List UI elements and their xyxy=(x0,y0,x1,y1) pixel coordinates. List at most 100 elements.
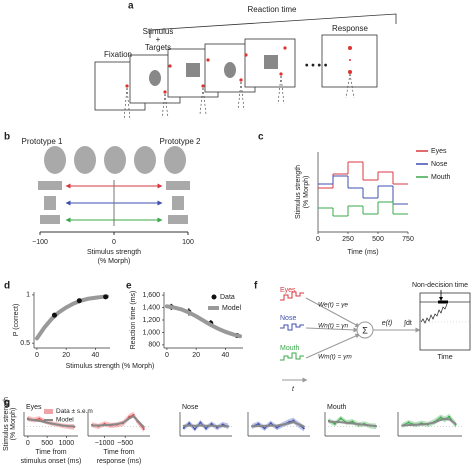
x-tick-label: −1000 xyxy=(95,440,115,447)
y-tick-label: 0.5 xyxy=(20,340,30,347)
data-point xyxy=(188,422,191,425)
legend-swatch xyxy=(211,294,217,300)
x-tick-label: 0 xyxy=(165,352,169,359)
data-point xyxy=(302,427,305,430)
screen-label: + xyxy=(156,35,161,44)
tick-label: −100 xyxy=(32,239,48,246)
line xyxy=(182,424,230,428)
x-tick-label: 750 xyxy=(402,236,414,243)
data-point xyxy=(333,422,336,425)
y-tick-label: 1,000 xyxy=(142,329,160,336)
input-name: Mouth xyxy=(280,345,300,352)
x-tick-label: 0 xyxy=(35,352,39,359)
prototype-label: Prototype 2 xyxy=(160,137,201,146)
axis-label: (% Morph) xyxy=(10,408,17,441)
tick-label: 0 xyxy=(112,239,116,246)
legend-label: Nose xyxy=(431,161,447,168)
data-point xyxy=(275,426,278,429)
data-point xyxy=(210,422,213,425)
weight: Wn(t) = γn xyxy=(318,323,349,330)
line xyxy=(327,420,378,428)
data-point xyxy=(205,427,207,430)
screens xyxy=(94,34,378,111)
x-tick-label: 0 xyxy=(316,236,320,243)
data-point xyxy=(339,417,342,420)
subplot-title: Eyes xyxy=(26,404,42,411)
legend-label: Data ± s.e.m xyxy=(56,408,93,415)
line xyxy=(401,417,457,427)
line xyxy=(164,304,243,339)
screen-label: Fixation xyxy=(104,50,132,59)
gaze-lines xyxy=(123,73,355,121)
panel-label: b xyxy=(4,132,10,143)
targets xyxy=(125,46,352,94)
data-point xyxy=(269,422,272,425)
line xyxy=(251,420,305,428)
x-tick-label: 40 xyxy=(91,352,99,359)
data-point xyxy=(182,427,185,429)
feature-signals xyxy=(280,291,304,361)
panel-label: f xyxy=(254,281,258,292)
stimulus-faces xyxy=(149,55,278,86)
y-axis-label: Stimulus strength xyxy=(295,165,302,219)
x-axis-label: response (ms) xyxy=(97,458,142,465)
legend-label: Model xyxy=(222,305,242,312)
panel-label: c xyxy=(258,132,264,143)
x-axis-label: Time from xyxy=(35,449,66,456)
tick-label: 100 xyxy=(182,239,194,246)
line xyxy=(26,418,76,428)
data-point xyxy=(76,298,82,304)
non-decision-label: Non-decision time xyxy=(412,282,468,289)
data-point xyxy=(257,422,260,425)
legend-label: Eyes xyxy=(431,148,447,155)
accumulation xyxy=(420,303,448,324)
subplot-title: Nose xyxy=(182,404,198,411)
prototype-faces xyxy=(38,146,190,224)
weight: Wm(t) = γm xyxy=(318,354,352,361)
t-label: t xyxy=(292,386,295,393)
data-point xyxy=(439,416,442,419)
panel-label: g xyxy=(4,398,10,409)
sum: Σ xyxy=(362,325,368,335)
subplot-title: Mouth xyxy=(327,404,347,411)
x-tick-label: −500 xyxy=(117,440,133,447)
time-label: Time xyxy=(437,354,452,361)
legend-label: Data xyxy=(220,294,235,301)
axis-label: (% Morph) xyxy=(98,258,131,265)
screen-label: Targets xyxy=(145,43,171,52)
x-axis-label: Time from xyxy=(103,449,134,456)
weight: We(t) = γe xyxy=(318,302,348,309)
data-point xyxy=(142,427,145,430)
screen-label: Response xyxy=(332,24,369,33)
panel-label: e xyxy=(126,281,132,292)
sum-node xyxy=(356,321,374,339)
y-tick-label: 1,200 xyxy=(142,317,160,324)
x-tick-label: 250 xyxy=(342,236,354,243)
prototype-label: Prototype 1 xyxy=(22,137,63,146)
input-name: Nose xyxy=(280,315,296,322)
y-axis-label: (% Morph) xyxy=(303,176,310,209)
data-point xyxy=(38,417,41,420)
morph-arrows xyxy=(39,180,189,235)
x-tick-label: 0 xyxy=(26,440,30,447)
x-tick-label: 20 xyxy=(192,352,200,359)
data-point xyxy=(407,421,410,424)
data-point xyxy=(448,415,451,418)
legend-label: Mouth xyxy=(431,174,451,181)
rt-bracket xyxy=(149,13,397,38)
x-axis-label: Stimulus strength (% Morph) xyxy=(66,363,155,370)
integral: ∫dt xyxy=(403,320,412,327)
x-axis-label: Time (ms) xyxy=(347,249,378,256)
input-name: Eyes xyxy=(280,287,296,294)
data-point xyxy=(263,427,266,430)
data-point xyxy=(193,427,196,430)
ellipsis: • • • • xyxy=(305,61,328,72)
y-tick-label: 1 xyxy=(26,292,30,299)
y-tick-label: 1,400 xyxy=(142,304,160,311)
legend-swatch xyxy=(44,409,53,414)
panel-label: a xyxy=(128,1,134,12)
data-point xyxy=(216,426,219,429)
x-tick-label: 1000 xyxy=(59,440,75,447)
y-tick-label: 1,600 xyxy=(142,292,160,299)
